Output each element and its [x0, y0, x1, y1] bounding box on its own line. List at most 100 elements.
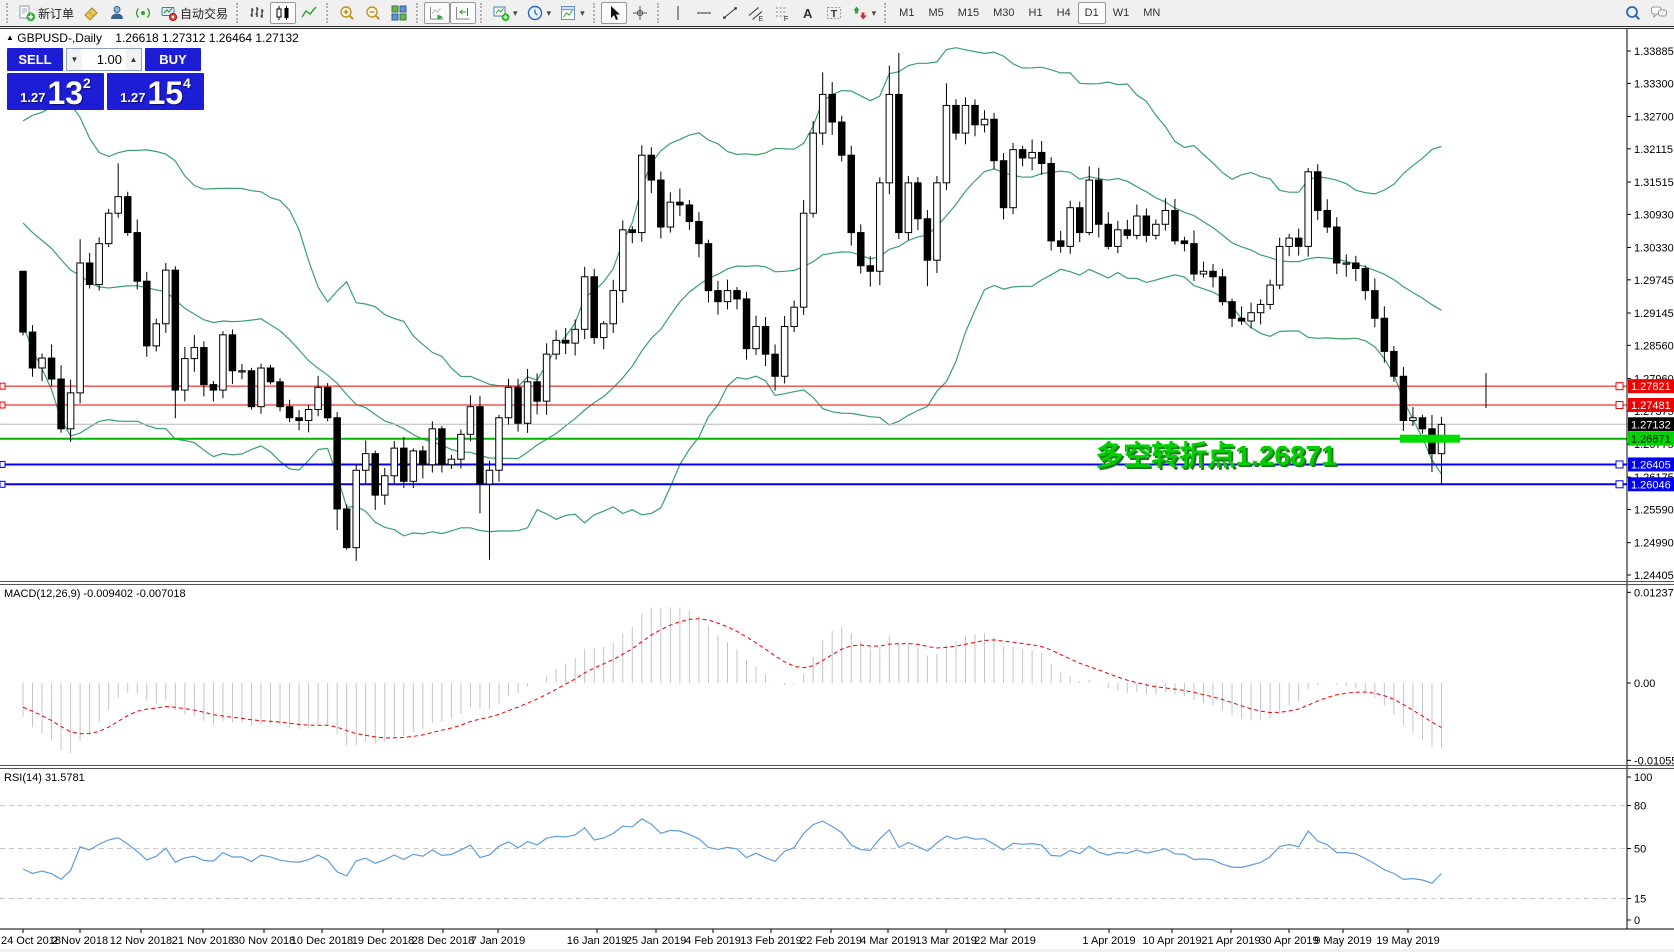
new-order-icon [19, 5, 36, 22]
eraser-button[interactable] [78, 2, 104, 24]
text-icon: A [803, 6, 813, 21]
timeframe-mn-button[interactable]: MN [1143, 7, 1161, 19]
chart-shift-button[interactable] [450, 2, 477, 24]
timeframe-m5-button[interactable]: M5 [928, 7, 944, 19]
autotrade-button[interactable]: 自动交易 [156, 2, 232, 24]
sell-price-small: 1.27 [20, 90, 46, 105]
pivot-annotation-text: 多空转折点1.26871 [1097, 441, 1338, 473]
timeframe-w1-button[interactable]: W1 [1112, 7, 1130, 19]
equidistant-channel-button[interactable]: E [743, 2, 769, 24]
timeframe-h1-button[interactable]: H1 [1028, 7, 1043, 19]
chart-window[interactable]: ▲ GBPUSD-,Daily 1.26618 1.27312 1.26464 … [0, 28, 1674, 952]
template-dropdown-arrow[interactable]: ▾ [580, 7, 585, 18]
svg-text:T: T [830, 8, 837, 20]
svg-text:15: 15 [1634, 894, 1646, 906]
auto-scroll-button[interactable] [424, 2, 451, 24]
new-chart-button[interactable]: ▾ [488, 2, 522, 24]
cursor-icon [610, 6, 620, 20]
zoom-in-button[interactable] [334, 2, 360, 24]
ohlc-values: 1.26618 1.27312 1.26464 1.27132 [115, 31, 299, 45]
volume-spinner: ▼ 1.00 ▲ [66, 48, 142, 71]
svg-text:1.27481: 1.27481 [1631, 400, 1671, 412]
timeframe-m15-button[interactable]: M15 [957, 7, 980, 19]
timeframe-m1-button[interactable]: M1 [899, 7, 915, 19]
symbol-period-label: GBPUSD-,Daily [17, 31, 102, 45]
shapes-dropdown-arrow[interactable]: ▾ [871, 7, 877, 18]
svg-text:1.26871: 1.26871 [1631, 434, 1671, 446]
svg-text:80: 80 [1634, 801, 1646, 813]
shapes-icon [853, 6, 867, 20]
date-tick-label: 22 Mar 2019 [974, 935, 1036, 947]
text-button[interactable]: A [795, 2, 821, 24]
fibonacci-button[interactable]: F [769, 2, 795, 24]
profile-button[interactable] [104, 2, 130, 24]
timeframe-h4-button[interactable]: H4 [1056, 7, 1071, 19]
buy-price-small: 1.27 [120, 90, 146, 105]
rsi-line [22, 818, 1442, 884]
chat-button[interactable] [1646, 2, 1672, 24]
equidistant-channel-icon: E [748, 7, 763, 22]
buy-price-sup: 4 [183, 75, 191, 91]
volume-input[interactable]: 1.00 [96, 52, 122, 67]
autotrade-label: 自动交易 [180, 6, 229, 21]
date-tick-label: 21 Apr 2019 [1201, 935, 1260, 947]
candles-chart-button[interactable] [270, 2, 297, 24]
svg-text:1.30930: 1.30930 [1634, 209, 1674, 221]
svg-text:A: A [803, 6, 813, 21]
timeframe-d1-button[interactable]: D1 [1077, 2, 1106, 24]
sell-button[interactable]: SELL [7, 48, 63, 71]
toolbar-grip [592, 3, 597, 23]
date-tick-label: 9 May 2019 [1314, 935, 1371, 947]
toolbar-grip [326, 3, 330, 23]
date-tick-label: 7 Jan 2019 [471, 935, 525, 947]
date-tick-label: 25 Jan 2019 [626, 935, 687, 947]
vertical-line-button[interactable] [665, 2, 691, 24]
horizontal-line-button[interactable] [691, 2, 717, 24]
new-chart-dropdown-arrow[interactable]: ▾ [513, 7, 518, 18]
crosshair-icon [632, 6, 647, 20]
new-order-button[interactable]: 新订单 [14, 2, 78, 24]
toolbar-grip [6, 3, 10, 23]
volume-up-button[interactable]: ▲ [126, 49, 141, 70]
new-order-label: 新订单 [38, 6, 75, 21]
svg-text:1.27132: 1.27132 [1631, 419, 1671, 431]
bars-chart-button[interactable] [244, 2, 270, 24]
buy-price-tile[interactable]: 1.27 15 4 [107, 73, 204, 110]
tile-windows-icon [391, 5, 407, 21]
timeframe-m30-button[interactable]: M30 [993, 7, 1015, 19]
date-tick-label: 10 Dec 2018 [291, 935, 353, 947]
cursor-button[interactable] [600, 2, 627, 24]
buy-button[interactable]: BUY [145, 48, 201, 71]
svg-text:1.32115: 1.32115 [1634, 144, 1673, 156]
svg-text:1.30330: 1.30330 [1634, 243, 1674, 255]
line-chart-button[interactable] [296, 2, 322, 24]
date-tick-label: 2 Nov 2018 [52, 935, 108, 947]
template-button[interactable]: ▾ [555, 2, 589, 24]
chat-icon [1651, 6, 1667, 19]
price-chart[interactable]: 多空转折点1.26871 多空转折点1.26871 1.33885 1.33300 1.… [0, 28, 1674, 952]
trendline-button[interactable] [717, 2, 743, 24]
signals-button[interactable] [130, 2, 156, 24]
zoom-out-button[interactable] [360, 2, 386, 24]
shapes-button[interactable]: ▾ [847, 2, 881, 24]
price-axis: 1.33885 1.33300 1.32700 1.32115 1.31515 1.309… [1626, 28, 1674, 929]
line-anchor [1615, 382, 1624, 391]
crosshair-button[interactable] [627, 2, 653, 24]
rsi-label: RSI(14) 31.5781 [4, 772, 85, 784]
tile-windows-button[interactable] [386, 2, 412, 24]
line-anchor [1615, 400, 1624, 409]
collapse-triangle-icon[interactable]: ▲ [6, 33, 14, 42]
period-dropdown-arrow[interactable]: ▾ [546, 7, 552, 18]
text-label-button[interactable]: T [821, 2, 847, 24]
date-tick-label: 10 Apr 2019 [1142, 935, 1201, 947]
macd-label: MACD(12,26,9) -0.009402 -0.007018 [4, 588, 186, 600]
period-button[interactable]: ▾ [522, 2, 556, 24]
candles [19, 52, 1446, 561]
date-tick-label: 12 Nov 2018 [110, 935, 172, 947]
eraser-icon [84, 7, 98, 21]
svg-text:1.24990: 1.24990 [1634, 538, 1674, 550]
sell-price-tile[interactable]: 1.27 13 2 [7, 73, 104, 110]
volume-down-button[interactable]: ▼ [67, 49, 82, 70]
search-button[interactable] [1620, 2, 1646, 24]
